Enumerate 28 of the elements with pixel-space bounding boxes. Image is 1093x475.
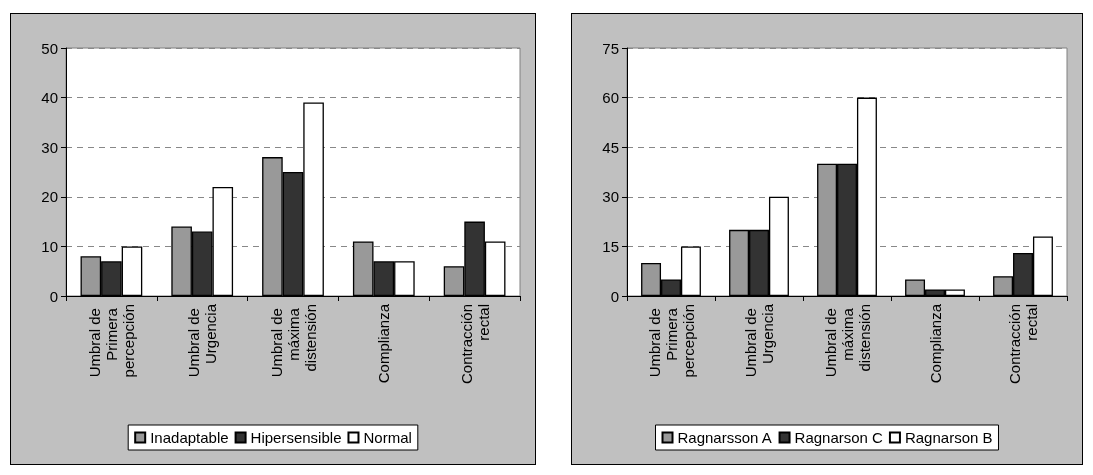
x-tick-label: Umbral de Primera percepción	[645, 304, 697, 378]
x-tick-label: Umbral de máxima distensión	[821, 304, 873, 378]
legend-label: Hipersensible	[250, 429, 342, 446]
y-tick-label: 60	[602, 89, 619, 107]
legend-label: Ragnarsson A	[677, 429, 772, 446]
legend-label: Normal	[363, 429, 412, 446]
x-tick-label: Contracción rectal	[457, 304, 492, 385]
legend-label: Ragnarson C	[794, 429, 884, 446]
x-tick-label: Complianza	[926, 303, 944, 384]
y-tick-label: 30	[602, 188, 619, 206]
x-tick-label: Contracción rectal	[1006, 304, 1040, 385]
y-tick-label: 0	[49, 287, 58, 305]
legend-label: Inadaptable	[150, 429, 229, 446]
x-tick-label: Umbral de Urgencia	[742, 303, 776, 378]
y-tick-label: 15	[602, 237, 619, 255]
legend-label: Ragnarson B	[904, 429, 993, 446]
y-tick-label: 30	[41, 138, 58, 156]
x-tick-label: Umbral de Urgencia	[185, 303, 220, 378]
y-tick-label: 50	[41, 39, 58, 57]
y-tick-label: 75	[602, 39, 619, 57]
y-tick-label: 45	[602, 138, 619, 156]
y-tick-label: 0	[610, 287, 619, 305]
x-tick-label: Umbral de máxima distensión	[267, 304, 319, 378]
x-tick-label: Complianza	[375, 303, 393, 384]
x-tick-label: Umbral de Primera percepción	[85, 304, 137, 378]
y-tick-label: 40	[41, 89, 58, 107]
y-tick-label: 20	[41, 188, 58, 206]
y-tick-label: 10	[41, 237, 58, 255]
